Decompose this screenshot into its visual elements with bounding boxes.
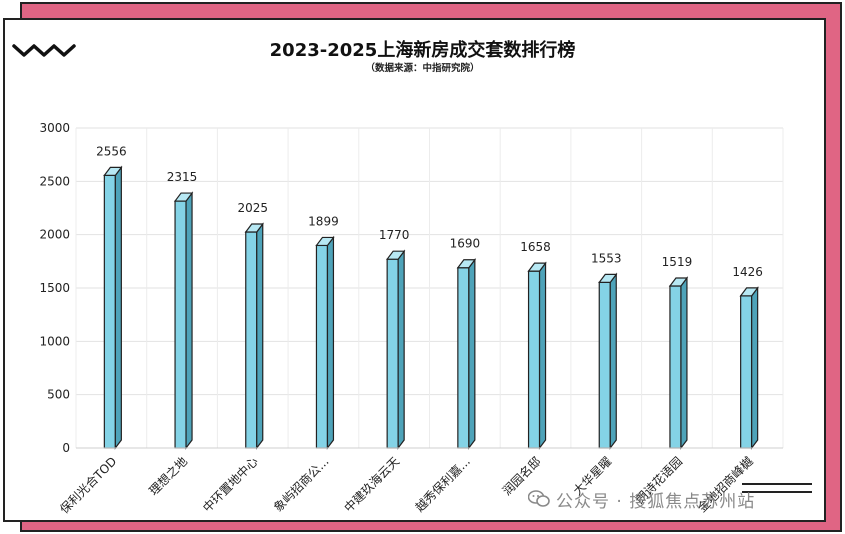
chart-subtitle: （数据来源：中指研究院）: [365, 63, 480, 74]
x-tick-label: 中环置地中心: [199, 454, 261, 516]
bar-side: [326, 235, 335, 450]
data-label: 1690: [450, 237, 481, 251]
bar-top: [315, 236, 335, 247]
bar-top: [173, 192, 194, 202]
bar-side: [185, 191, 193, 450]
bar-front: [315, 244, 329, 449]
watermark: 公众号 · 搜狐焦点苏州站: [528, 484, 755, 514]
data-label: 1553: [591, 251, 622, 265]
data-label: 2025: [237, 201, 268, 215]
y-tick-label: 1500: [39, 281, 70, 295]
wechat-icon: [528, 490, 550, 507]
bar-front: [457, 267, 470, 449]
bar-front: [386, 258, 399, 449]
bar-side: [397, 249, 405, 450]
chart-title: 2023-2025上海新房成交套数排行榜: [269, 40, 576, 61]
data-label: 1770: [379, 228, 410, 242]
bar-side: [114, 165, 122, 450]
data-label: 1899: [308, 214, 339, 228]
bar-top: [668, 277, 689, 287]
bar-front: [245, 231, 258, 449]
bar-front: [598, 281, 611, 449]
y-tick-label: 500: [47, 388, 70, 402]
watermark-text: 公众号 · 搜狐焦点苏州站: [556, 491, 756, 512]
bar-front: [174, 200, 187, 449]
x-tick-label: 理想之地: [146, 454, 191, 499]
bar-top: [244, 223, 264, 233]
bar-side: [609, 272, 617, 450]
data-label: 2556: [96, 144, 127, 158]
x-tick-label: 中建玖海云天: [341, 454, 403, 516]
y-axis: 0 500 1000 1500 2000 2500 3000: [39, 121, 70, 455]
data-label: 1658: [520, 240, 551, 254]
bar-top: [527, 262, 547, 272]
bar-front: [527, 270, 541, 449]
bar-side: [468, 257, 476, 450]
y-tick-label: 1000: [39, 334, 70, 348]
y-tick-label: 2500: [39, 174, 70, 188]
zigzag-logo-icon: [12, 44, 76, 57]
bar-top: [739, 287, 759, 297]
bar-side: [680, 276, 688, 450]
bar-side: [256, 222, 264, 450]
y-tick-label: 0: [62, 441, 70, 455]
data-label: 1519: [662, 255, 693, 269]
bar-series: 2556 2315 2025 1899 1770 1690 1658 1553 1519 1426: [96, 144, 763, 450]
bar-top: [103, 166, 123, 176]
x-tick-label: 越秀保利嘉...: [413, 454, 473, 514]
bar-top: [456, 259, 477, 269]
bar-front: [669, 285, 682, 449]
bar-side: [538, 261, 547, 450]
bar-front: [103, 174, 116, 449]
bar-top: [385, 250, 406, 260]
bar-front: [740, 295, 753, 449]
x-tick-label: 象屿招商公...: [270, 454, 331, 515]
x-tick-label: 保利光合TOD: [57, 454, 120, 517]
data-label: 1426: [732, 265, 763, 279]
bar-top: [598, 273, 618, 283]
y-tick-label: 3000: [39, 121, 70, 135]
data-label: 2315: [167, 170, 198, 184]
bar-side: [751, 286, 759, 450]
chart-card: [3, 18, 826, 522]
y-tick-label: 2000: [39, 228, 70, 242]
